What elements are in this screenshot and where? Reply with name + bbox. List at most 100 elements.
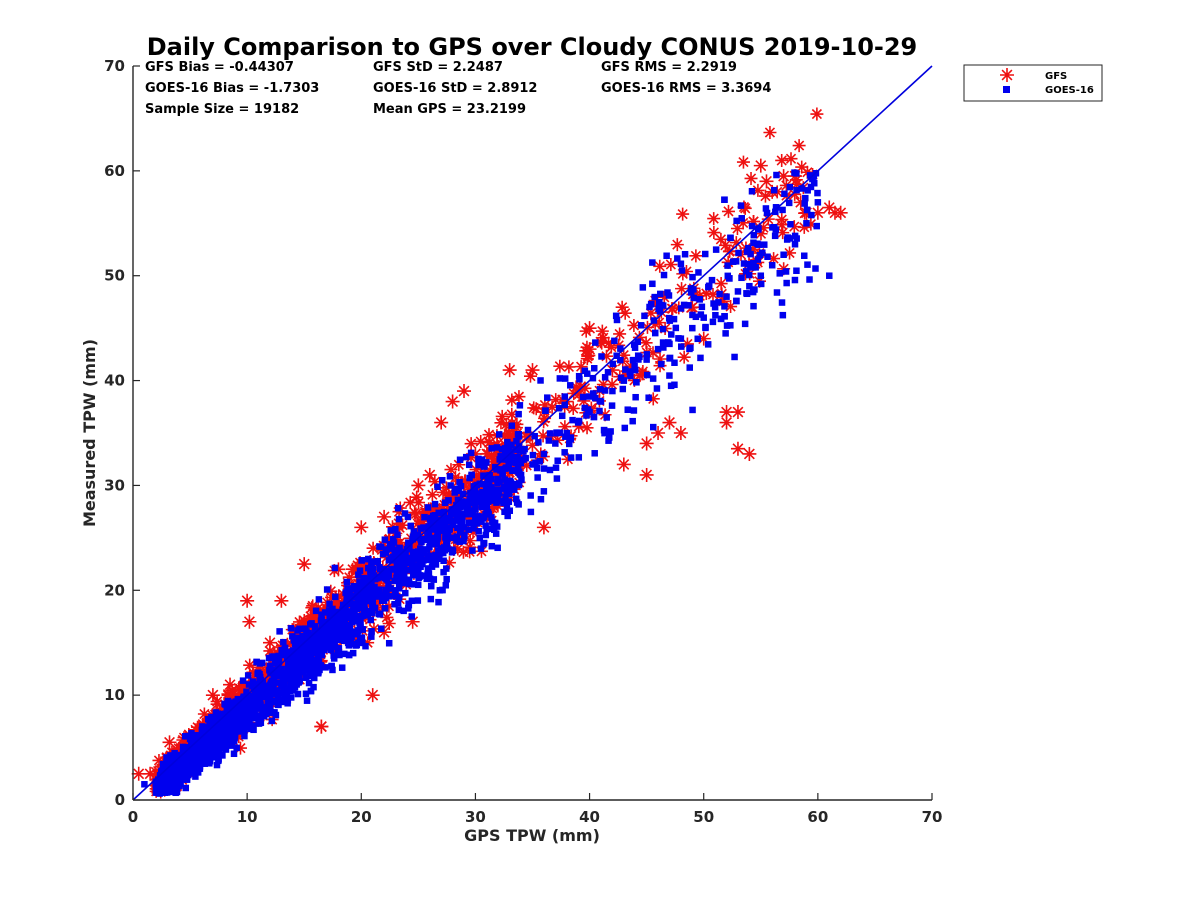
goes16-point xyxy=(721,313,728,320)
gfs-point xyxy=(409,539,423,553)
gfs-point xyxy=(651,426,666,440)
goes16-point xyxy=(689,273,696,281)
gfs-point xyxy=(357,562,371,576)
goes16-point xyxy=(253,658,260,666)
goes16-point xyxy=(411,566,418,573)
goes16-point xyxy=(339,612,346,620)
goes16-point xyxy=(357,635,364,643)
goes16-point xyxy=(223,705,231,712)
goes16-point xyxy=(280,698,287,706)
goes16-point xyxy=(365,597,372,605)
gfs-point xyxy=(639,467,654,482)
gfs-point xyxy=(464,512,478,526)
goes16-point xyxy=(204,754,212,761)
goes16-point xyxy=(270,676,278,684)
goes16-point xyxy=(454,504,462,512)
gfs-point xyxy=(612,338,626,352)
gfs-point xyxy=(342,570,356,584)
goes16-point xyxy=(527,492,534,499)
goes16-point xyxy=(420,557,428,564)
goes16-point xyxy=(230,750,238,758)
gfs-point xyxy=(721,204,735,218)
gfs-point xyxy=(719,405,734,420)
goes16-point xyxy=(613,316,621,324)
goes16-point xyxy=(317,662,325,669)
goes16-point xyxy=(407,522,414,530)
gfs-point xyxy=(670,238,684,252)
goes16-point xyxy=(315,596,323,603)
goes16-point xyxy=(283,695,291,702)
goes16-point xyxy=(544,394,551,401)
goes16-point xyxy=(408,597,416,605)
gfs-point xyxy=(736,155,750,169)
goes16-point xyxy=(315,641,322,648)
y-tick-label: 20 xyxy=(104,581,125,599)
goes16-point xyxy=(362,642,369,650)
gfs-point xyxy=(242,614,257,629)
gfs-point xyxy=(730,441,745,456)
goes16-point xyxy=(807,183,815,191)
goes16-point xyxy=(393,565,401,573)
goes16-point xyxy=(516,402,524,409)
goes16-point xyxy=(535,439,542,446)
goes16-point xyxy=(431,500,439,508)
goes16-point xyxy=(414,581,422,589)
goes16-point xyxy=(712,246,720,253)
gfs-point xyxy=(662,415,677,430)
goes16-point xyxy=(495,492,502,500)
gfs-point xyxy=(520,459,534,473)
goes16-point xyxy=(537,377,544,384)
goes16-point xyxy=(294,640,302,647)
goes16-point xyxy=(191,767,198,775)
gfs-point xyxy=(210,697,224,711)
goes16-point xyxy=(431,540,439,548)
goes16-point xyxy=(380,597,388,605)
goes16-point xyxy=(171,756,179,764)
goes16-point xyxy=(360,574,367,582)
goes16-point xyxy=(660,271,668,279)
goes16-point xyxy=(645,394,652,401)
gfs-point xyxy=(274,593,289,608)
gfs-point xyxy=(562,360,576,374)
goes16-point xyxy=(529,461,536,468)
gfs-point xyxy=(503,491,517,505)
gfs-point xyxy=(383,532,397,546)
gfs-point xyxy=(409,507,423,521)
goes16-point xyxy=(504,438,511,446)
goes16-point xyxy=(629,356,637,364)
gfs-point xyxy=(724,300,738,314)
legend: GFS GOES-16 xyxy=(963,64,1103,102)
goes16-point xyxy=(387,527,395,534)
goes16-point xyxy=(356,567,364,574)
goes16-point xyxy=(334,645,342,653)
goes16-point xyxy=(354,630,361,638)
goes16-point xyxy=(250,726,257,734)
goes16-point xyxy=(581,404,589,412)
goes16-point xyxy=(183,776,191,783)
gfs-point xyxy=(463,534,477,548)
gfs-point xyxy=(639,436,654,451)
gfs-point xyxy=(790,177,804,191)
stat-gfs-bias: GFS Bias = -0.44307 xyxy=(145,60,294,75)
goes16-point xyxy=(340,607,348,615)
goes16-point xyxy=(446,515,453,522)
goes16-point xyxy=(456,538,463,545)
goes16-point xyxy=(460,498,468,506)
goes16-point xyxy=(205,738,212,746)
goes16-point xyxy=(257,676,265,684)
goes16-point xyxy=(692,313,700,321)
goes16-point xyxy=(280,638,287,646)
goes16-point xyxy=(460,524,468,531)
goes16-point xyxy=(433,555,441,562)
gfs-point xyxy=(595,336,609,350)
goes16-point xyxy=(689,324,696,332)
gfs-point xyxy=(505,393,519,407)
goes16-point xyxy=(207,735,215,742)
goes16-point xyxy=(453,533,461,540)
goes16-point xyxy=(561,449,568,456)
goes16-point xyxy=(436,550,444,557)
goes16-point xyxy=(629,417,636,425)
y-tick-label: 0 xyxy=(115,791,125,809)
goes16-point xyxy=(392,587,399,594)
goes16-point xyxy=(748,188,756,195)
